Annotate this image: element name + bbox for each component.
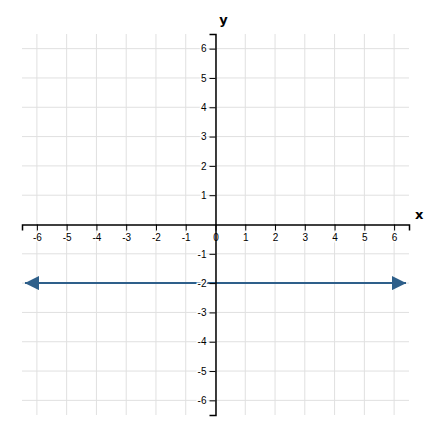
x-tick: 3 <box>303 225 309 243</box>
y-tick: 3 <box>201 131 216 142</box>
y-tick: -6 <box>198 395 216 406</box>
x-tick-mark <box>335 225 336 231</box>
y-tick-label: -2 <box>198 278 207 289</box>
x-tick-label: 1 <box>243 232 249 243</box>
y-tick-mark <box>210 312 216 313</box>
x-tick-label: 2 <box>273 232 279 243</box>
x-tick-label: -6 <box>33 232 42 243</box>
x-tick: -1 <box>182 225 191 243</box>
y-tick-mark <box>210 400 216 401</box>
x-tick-mark <box>394 225 395 231</box>
y-tick-label: -6 <box>198 395 207 406</box>
y-tick: 5 <box>201 73 216 84</box>
x-tick: 4 <box>332 225 338 243</box>
y-tick-mark <box>210 78 216 79</box>
x-tick-mark <box>37 225 38 231</box>
y-tick-label: -5 <box>198 366 207 377</box>
x-tick: 5 <box>362 225 368 243</box>
grid <box>22 34 409 415</box>
y-tick-label: -3 <box>198 307 207 318</box>
y-tick: 2 <box>201 161 216 172</box>
y-tick-label: 4 <box>201 102 207 113</box>
y-tick: -2 <box>198 278 216 289</box>
x-tick-mark <box>364 225 365 231</box>
x-tick-label: 4 <box>332 232 338 243</box>
y-tick-label: 2 <box>201 161 207 172</box>
y-tick-mark <box>210 283 216 284</box>
y-tick: -5 <box>198 366 216 377</box>
x-tick-label: -2 <box>152 232 161 243</box>
x-tick: -4 <box>92 225 101 243</box>
x-axis-title: x <box>415 207 424 222</box>
x-tick-mark <box>245 225 246 231</box>
y-tick-mark <box>210 195 216 196</box>
y-tick-mark <box>210 166 216 167</box>
x-tick-label: -4 <box>92 232 101 243</box>
x-tick-mark <box>275 225 276 231</box>
y-tick: 1 <box>201 190 216 201</box>
y-tick-mark <box>210 342 216 343</box>
x-tick-label: -5 <box>63 232 72 243</box>
y-tick: 4 <box>201 102 216 113</box>
y-tick-label: 1 <box>201 190 207 201</box>
y-tick-mark <box>210 137 216 138</box>
x-tick: 1 <box>243 225 249 243</box>
y-tick: -3 <box>198 307 216 318</box>
x-tick: 6 <box>392 225 398 243</box>
x-tick-label: -1 <box>182 232 191 243</box>
y-axis-title: y <box>219 12 228 27</box>
y-axis: -6 -5 -4 -3 -2 -1 1 2 3 4 5 6 <box>198 35 216 416</box>
y-tick-mark <box>210 371 216 372</box>
x-tick-label: -3 <box>122 232 131 243</box>
y-tick-mark <box>210 254 216 255</box>
x-tick-mark <box>156 225 157 231</box>
x-tick-mark <box>305 225 306 231</box>
y-tick-label: 5 <box>201 73 207 84</box>
x-tick: -5 <box>63 225 72 243</box>
x-tick-mark <box>126 225 127 231</box>
y-tick: -1 <box>198 249 216 260</box>
y-tick-mark <box>210 107 216 108</box>
x-tick-mark <box>186 225 187 231</box>
y-tick-label: -4 <box>198 336 207 347</box>
x-tick-mark <box>67 225 68 231</box>
y-tick: -4 <box>198 336 216 347</box>
y-tick-label: 3 <box>201 131 207 142</box>
x-tick-mark <box>96 225 97 231</box>
y-tick-mark <box>210 49 216 50</box>
x-tick-label: 6 <box>392 232 398 243</box>
x-tick: -6 <box>33 225 42 243</box>
x-tick: -3 <box>122 225 131 243</box>
x-tick: 2 <box>273 225 279 243</box>
y-tick-label: 6 <box>201 43 207 54</box>
y-tick-label: -1 <box>198 249 207 260</box>
x-tick-label: 3 <box>303 232 309 243</box>
x-tick-label: 5 <box>362 232 368 243</box>
chart: -6-5-4-3-2-10123456-6-5-4-3-2-1123456xy <box>0 0 437 437</box>
y-tick: 6 <box>201 43 216 54</box>
x-tick: -2 <box>152 225 161 243</box>
y-axis-line <box>210 35 217 416</box>
